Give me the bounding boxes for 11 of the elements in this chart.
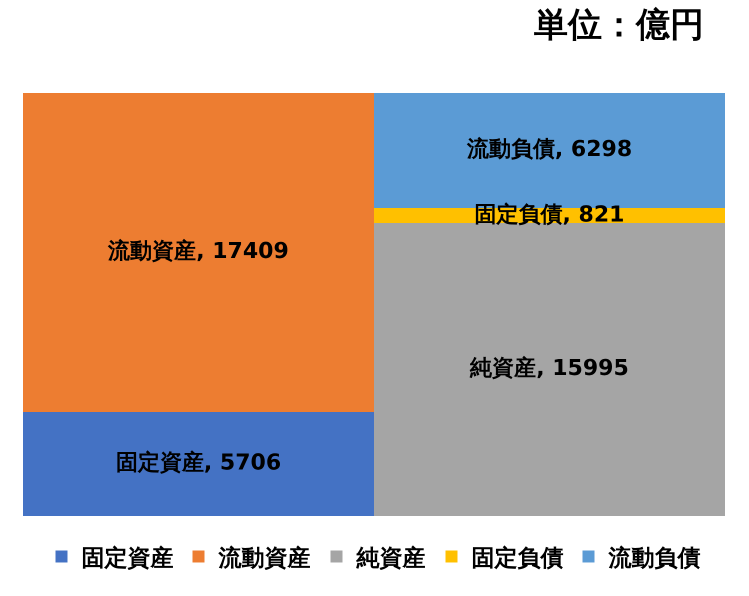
data-label: 固定負債, 821 <box>474 201 624 228</box>
chart-title: 単位：億円 <box>534 4 704 45</box>
data-label: 流動負債, 6298 <box>466 136 632 162</box>
data-label: 純資産, 15995 <box>469 355 629 382</box>
legend-label: 固定資産 <box>82 544 174 572</box>
data-label: 流動資産, 17409 <box>107 238 289 264</box>
legend-label: 固定負債 <box>472 544 564 572</box>
legend-label: 流動資産 <box>218 544 310 572</box>
legend-label: 流動負債 <box>608 544 700 572</box>
data-label: 固定資産, 5706 <box>116 449 282 476</box>
legend-label: 純資産 <box>356 544 426 572</box>
